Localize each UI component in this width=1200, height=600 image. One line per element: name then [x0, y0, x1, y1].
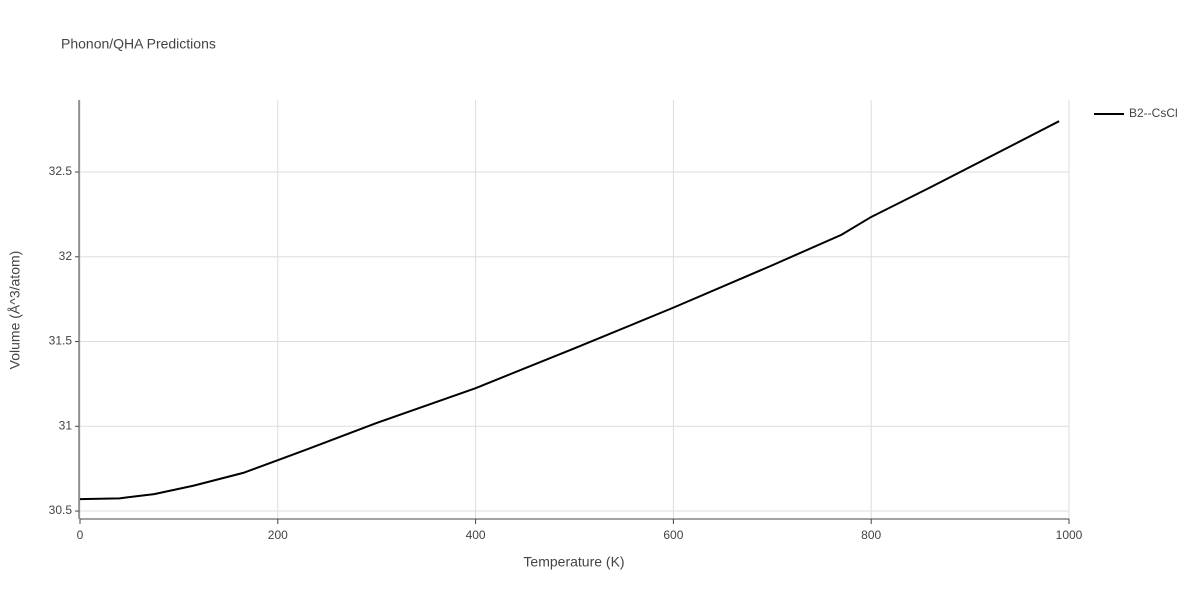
x-tick-label: 0 — [77, 528, 84, 542]
y-tick-label: 31.5 — [49, 334, 73, 348]
x-tick-label: 600 — [663, 528, 683, 542]
line — [79, 120, 1060, 501]
x-tick-label: 1000 — [1056, 528, 1083, 542]
y-axis-title: Volume (Å^3/atom) — [7, 251, 23, 370]
x-tick-label: 200 — [268, 528, 288, 542]
y-tick-label: 30.5 — [49, 503, 73, 517]
y-tick-label: 32.5 — [49, 164, 73, 178]
y-tick-label: 31 — [59, 418, 73, 432]
x-axis-title: Temperature (K) — [523, 554, 624, 570]
y-tick-label: 32 — [59, 249, 73, 263]
legend-label: B2--CsCl — [1129, 106, 1178, 120]
chart-title: Phonon/QHA Predictions — [61, 36, 216, 52]
x-tick-label: 400 — [466, 528, 486, 542]
x-tick-label: 800 — [861, 528, 881, 542]
